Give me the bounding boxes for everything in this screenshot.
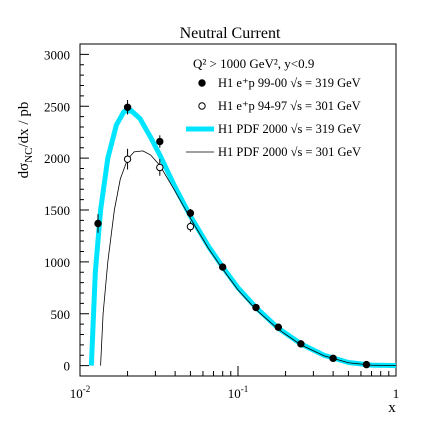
- data-point-319gev: [123, 103, 132, 111]
- data-point-319gev: [297, 340, 305, 348]
- legend-marker-open-circle: [198, 102, 206, 110]
- data-point-301gev: [186, 222, 195, 231]
- y-tick-label: 2500: [44, 99, 70, 114]
- y-tick-labels: 0 500 1000 1500 2000 2500 3000: [44, 47, 70, 373]
- x-tick-label-exponent: -1: [241, 384, 249, 394]
- axis-ticks: [79, 53, 397, 376]
- x-tick-label: 1: [393, 386, 400, 401]
- y-tick-label: 1500: [44, 203, 70, 218]
- data-points: [94, 100, 371, 369]
- x-tick-label-base: 1: [393, 386, 400, 401]
- legend-entry-label: H1 e⁺p 99-00 √s = 319 GeV: [218, 76, 361, 90]
- data-point-319gev: [329, 354, 337, 363]
- curve-301gev-line: [100, 150, 397, 367]
- legend-entry-label: H1 e⁺p 94-97 √s = 301 GeV: [218, 99, 361, 113]
- y-tick-label: 500: [51, 307, 71, 322]
- legend-marker-filled-circle: [198, 79, 206, 87]
- data-point-319gev: [94, 219, 102, 228]
- plot-frame: [79, 43, 397, 377]
- curves: [88, 107, 397, 369]
- y-tick-label: 2000: [44, 151, 70, 166]
- data-point-319gev: [186, 209, 195, 217]
- chart-title: Neutral Current: [180, 25, 281, 42]
- data-point-301gev: [123, 155, 132, 163]
- data-point-319gev: [156, 137, 164, 146]
- x-axis-label: x: [388, 400, 396, 416]
- legend-entry-label: H1 PDF 2000 √s = 301 GeV: [218, 145, 361, 159]
- legend: H1 e⁺p 99-00 √s = 319 GeV H1 e⁺p 94-97 √s…: [186, 76, 361, 159]
- curve-319gev-band: [88, 107, 397, 369]
- data-point-301gev: [156, 163, 164, 172]
- data-point-319gev: [252, 303, 260, 312]
- data-point-319gev: [218, 263, 227, 271]
- y-axis-label-rest: /dx / pb: [16, 102, 32, 148]
- x-tick-label-base: 10: [228, 386, 241, 401]
- x-tick-label-exponent: -2: [83, 384, 91, 394]
- y-tick-label: 3000: [44, 47, 70, 62]
- y-axis-label-sub: NC: [23, 147, 35, 162]
- y-axis-label: dσNC/dx / pb: [16, 102, 35, 179]
- legend-entry-label: H1 PDF 2000 √s = 319 GeV: [218, 122, 361, 136]
- chart-subtitle: Q² > 1000 GeV², y<0.9: [193, 56, 314, 71]
- x-tick-label-base: 10: [70, 386, 83, 401]
- x-tick-label: 10-2: [70, 384, 91, 401]
- y-tick-label: 1000: [44, 255, 70, 270]
- y-tick-label: 0: [64, 359, 71, 374]
- x-tick-label: 10-1: [228, 384, 249, 401]
- y-axis-label-main: dσ: [16, 163, 32, 179]
- data-point-319gev: [274, 323, 283, 331]
- x-tick-labels: 10-2 10-1 1: [70, 384, 400, 401]
- data-point-319gev: [362, 360, 371, 369]
